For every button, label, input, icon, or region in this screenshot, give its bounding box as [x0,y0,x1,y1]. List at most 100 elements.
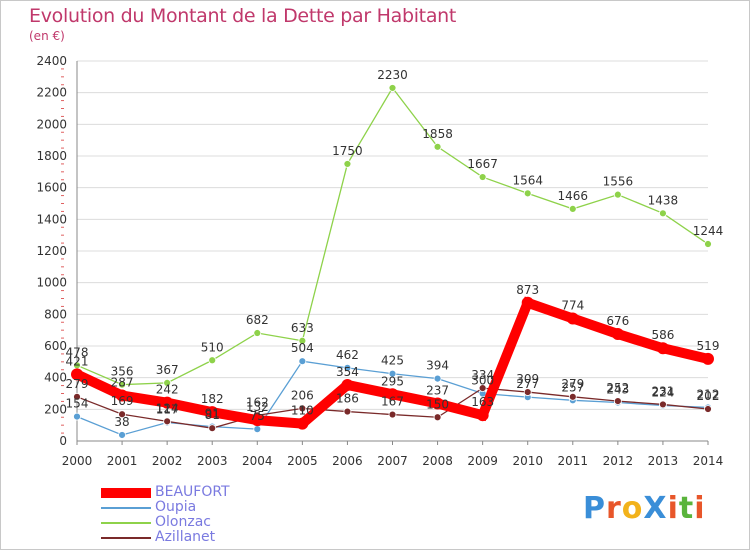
data-point-oupia [433,374,442,383]
x-tick-label: 2006 [332,454,363,468]
data-point-olonzac [163,378,172,387]
data-label-azillanet: 231 [651,384,674,398]
logo-letter: X [643,491,668,526]
data-label-beaufort: 242 [156,383,179,397]
y-tick-label: 1800 [36,149,67,163]
logo-letter: P [583,491,606,526]
x-tick-label: 2002 [152,454,183,468]
data-point-azillanet [704,405,712,413]
data-label-azillanet: 81 [205,408,220,422]
data-label-beaufort: 110 [291,404,314,418]
data-point-oupia [298,357,307,366]
data-label-azillanet: 334 [471,368,494,382]
data-label-olonzac: 367 [156,363,179,377]
data-label-beaufort: 163 [471,395,494,409]
data-label-olonzac: 1750 [332,144,363,158]
data-label-olonzac: 1858 [422,127,453,141]
proxiti-logo: ProXiti [583,491,706,526]
legend: BEAUFORT Oupia Olonzac Azillanet [101,485,230,545]
logo-letter: i [667,491,679,526]
data-point-azillanet [478,384,487,393]
data-point-azillanet [613,397,622,406]
data-point-beaufort [206,406,219,419]
data-point-beaufort [71,368,83,381]
data-label-beaufort: 586 [651,328,674,342]
x-tick-label: 2013 [648,454,679,468]
data-point-beaufort [341,378,354,391]
data-label-beaufort: 774 [561,298,584,312]
data-point-beaufort [116,389,129,402]
y-tick-label: 1000 [36,276,67,290]
x-tick-label: 2008 [422,454,453,468]
data-label-beaufort: 676 [606,314,629,328]
data-label-olonzac: 1564 [512,173,543,187]
data-label-azillanet: 279 [561,377,584,391]
data-label-olonzac: 1667 [467,157,498,171]
data-label-azillanet: 279 [66,377,89,391]
data-point-azillanet [118,410,126,419]
data-label-oupia: 394 [426,359,449,373]
x-tick-label: 2009 [467,454,498,468]
x-tick-label: 2004 [242,454,273,468]
data-label-beaufort: 287 [111,376,134,390]
data-point-beaufort [656,342,669,355]
data-label-oupia: 212 [697,387,720,401]
data-point-oupia [118,431,126,439]
data-label-beaufort: 295 [381,374,404,388]
data-point-olonzac [478,173,487,181]
data-label-beaufort: 873 [516,283,539,297]
data-label-azillanet: 206 [291,388,314,402]
legend-label-olonzac: Olonzac [155,514,211,530]
data-label-azillanet: 167 [381,395,404,409]
data-label-oupia: 38 [114,415,129,429]
data-label-oupia: 425 [381,354,404,368]
data-point-azillanet [208,424,217,433]
y-tick-label: 2400 [36,54,67,68]
data-label-oupia: 504 [291,341,314,355]
legend-swatch-beaufort [101,487,151,498]
data-label-oupia: 224 [651,386,674,400]
x-tick-label: 2003 [197,454,228,468]
data-label-beaufort: 354 [336,365,359,379]
data-label-olonzac: 1438 [648,193,679,207]
chart-title: Evolution du Montant de la Dette par Hab… [29,5,457,27]
data-point-olonzac [613,190,622,199]
data-point-olonzac [433,142,442,151]
x-tick-label: 2014 [693,454,724,468]
data-label-oupia: 154 [66,397,89,411]
chart-subtitle: (en €) [29,29,65,43]
data-label-oupia: 75 [250,409,265,423]
data-point-azillanet [659,400,667,409]
y-tick-label: 1400 [36,212,67,226]
legend-item-beaufort: BEAUFORT [101,485,230,500]
data-label-olonzac: 1466 [558,189,589,203]
data-label-beaufort: 519 [697,339,720,353]
data-label-olonzac: 478 [66,345,89,359]
y-tick-label: 0 [59,434,67,448]
data-point-olonzac [208,356,217,365]
x-tick-label: 2007 [377,454,408,468]
data-point-azillanet [388,410,397,419]
data-label-olonzac: 633 [291,321,314,335]
x-tick-label: 2012 [603,454,634,468]
data-point-azillanet [163,417,172,426]
y-tick-label: 400 [44,371,67,385]
x-tick-label: 2001 [107,454,138,468]
data-point-beaufort [161,396,174,409]
y-tick-label: 600 [44,339,67,353]
legend-label-azillanet: Azillanet [155,529,216,545]
data-label-beaufort: 421 [66,354,89,368]
legend-label-oupia: Oupia [155,499,197,515]
x-tick-label: 2011 [558,454,589,468]
y-tick-label: 2000 [36,117,67,131]
data-label-azillanet: 309 [516,372,539,386]
data-point-oupia [253,425,262,434]
data-label-oupia: 462 [336,348,359,362]
data-label-oupia: 117 [156,402,179,416]
data-label-beaufort: 237 [426,383,449,397]
data-point-olonzac [523,189,532,198]
data-point-azillanet [343,407,352,416]
data-point-beaufort [521,296,534,309]
y-tick-label: 1600 [36,181,67,195]
